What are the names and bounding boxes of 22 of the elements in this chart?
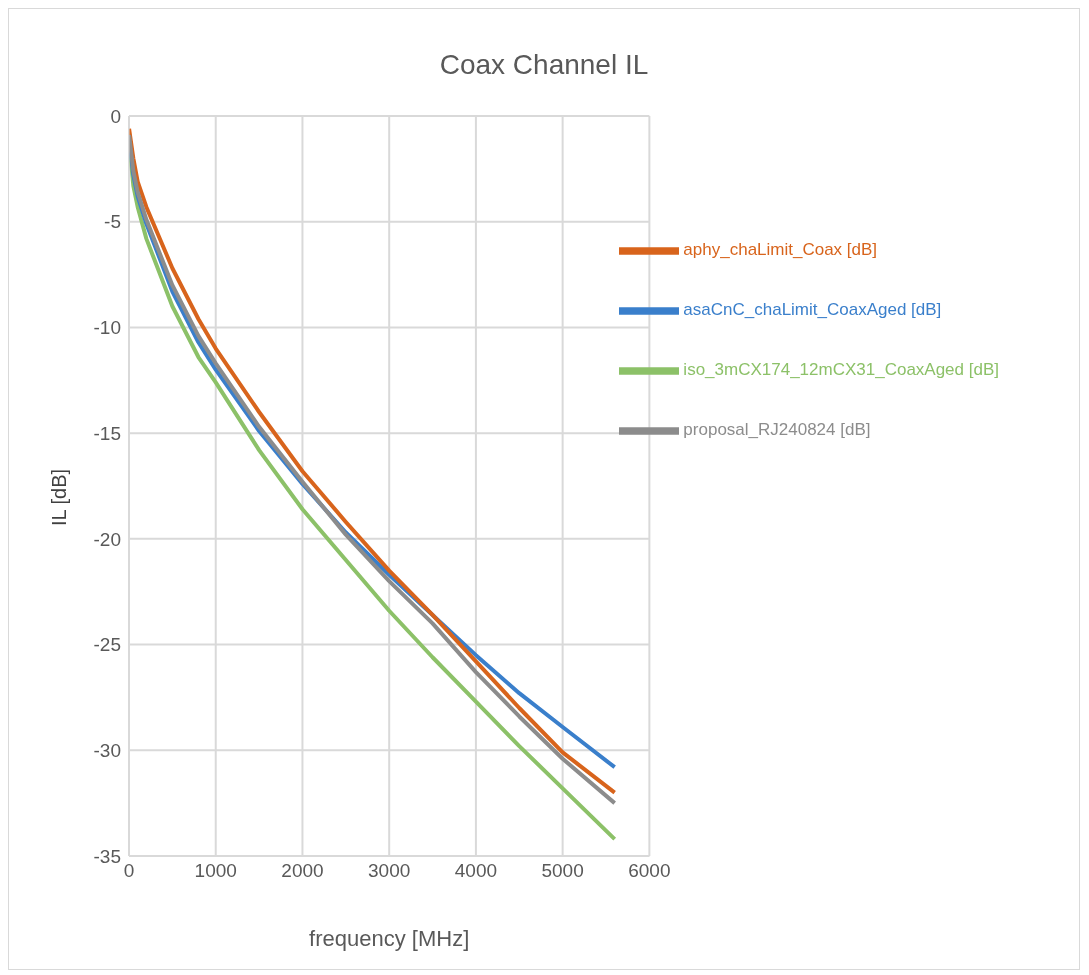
legend-label: asaCnC_chaLimit_CoaxAged [dB] — [683, 300, 942, 320]
chart-title: Coax Channel IL — [438, 49, 650, 81]
x-tick-label: 3000 — [368, 860, 411, 882]
x-tick-label: 4000 — [454, 860, 498, 882]
y-tick-label: -35 — [93, 845, 121, 867]
x-tick-label: 6000 — [628, 860, 671, 882]
x-tick-label: 5000 — [541, 860, 584, 882]
x-tick-label: 2000 — [281, 860, 324, 882]
y-axis-title: IL [dB] — [48, 468, 71, 526]
y-tick-label: -15 — [93, 422, 121, 444]
x-tick-label: 0 — [123, 860, 135, 882]
legend-label: aphy_chaLimit_Coax [dB] — [683, 240, 878, 260]
y-tick-label: 0 — [110, 105, 121, 127]
legend-label: iso_3mCX174_12mCX31_CoaxAged [dB] — [683, 360, 999, 380]
x-tick-label: 1000 — [194, 860, 237, 882]
x-axis-title: frequency [MHz] — [309, 926, 470, 951]
y-tick-label: -10 — [93, 317, 121, 339]
y-tick-label: -25 — [93, 634, 121, 656]
y-tick-label: -5 — [104, 211, 121, 233]
y-tick-label: -20 — [93, 528, 121, 550]
y-tick-label: -30 — [93, 740, 121, 762]
legend-label: proposal_RJ240824 [dB] — [683, 420, 871, 440]
